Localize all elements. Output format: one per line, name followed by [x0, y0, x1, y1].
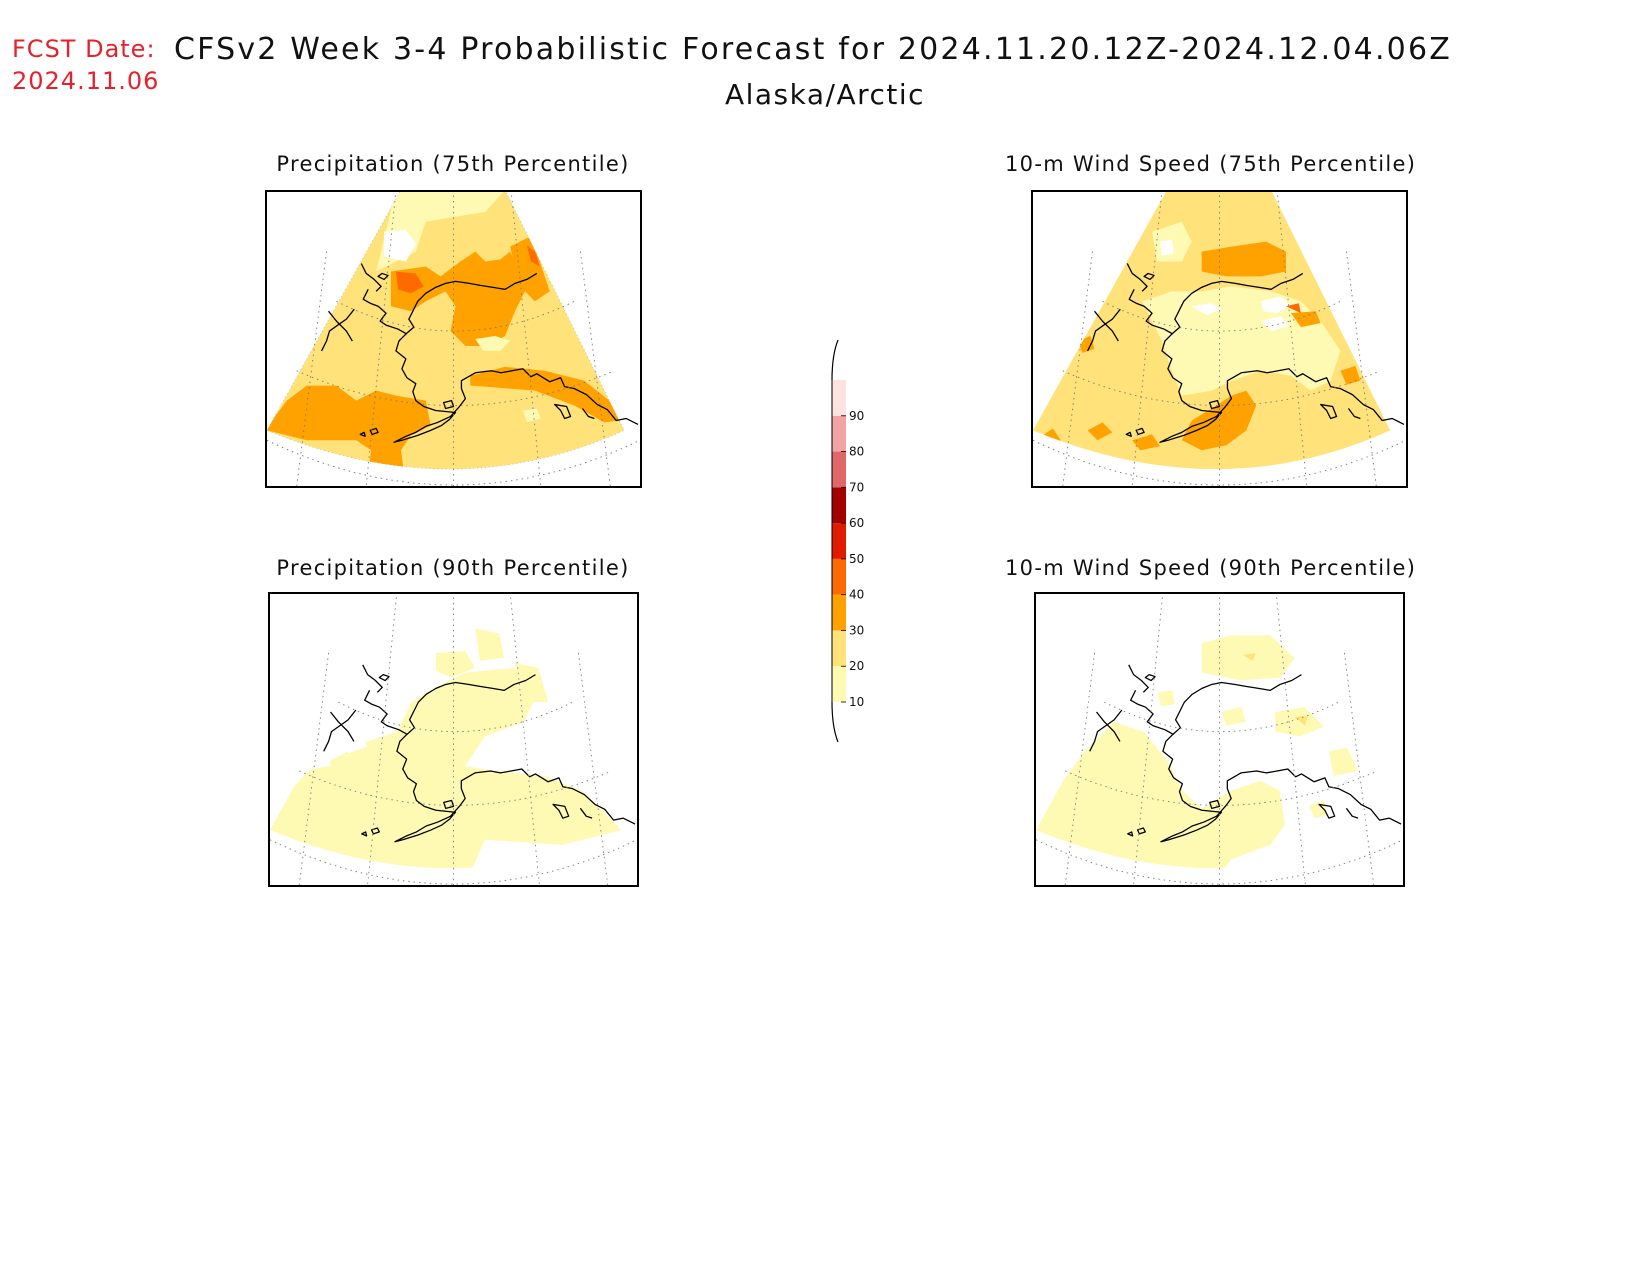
- colorbar-top-taper: [831, 339, 839, 381]
- colorbar-label-50: 50: [849, 552, 864, 566]
- fcst-date-label: FCST Date:: [12, 35, 156, 63]
- colorbar-label-80: 80: [849, 445, 864, 459]
- panel-title-wind-75: 10-m Wind Speed (75th Percentile): [1005, 152, 1417, 176]
- colorbar-label-20: 20: [849, 659, 864, 673]
- panel-title-precip-90: Precipitation (90th Percentile): [276, 556, 630, 580]
- colorbar-label-90: 90: [849, 409, 864, 423]
- fcst-date-value: 2024.11.06: [12, 67, 160, 95]
- colorbar-swatch-80: [832, 415, 846, 452]
- map-wind-75: [1031, 190, 1408, 488]
- colorbar-swatch-60: [832, 487, 846, 524]
- region-subtitle: Alaska/Arctic: [724, 78, 926, 111]
- colorbar-swatch-50: [832, 523, 846, 559]
- panel-title-wind-90: 10-m Wind Speed (90th Percentile): [1005, 556, 1417, 580]
- map-precip-75: [265, 190, 642, 488]
- colorbar-label-60: 60: [849, 516, 864, 530]
- colorbar-swatch-20: [832, 630, 846, 667]
- colorbar-swatch-70: [832, 451, 846, 488]
- colorbar-label-30: 30: [849, 623, 864, 637]
- colorbar-legend: 10 20 30 40 50 60 70 80 90: [831, 339, 864, 743]
- page-title: CFSv2 Week 3-4 Probabilistic Forecast fo…: [174, 32, 1453, 67]
- panel-title-precip-75: Precipitation (75th Percentile): [276, 152, 630, 176]
- colorbar-label-70: 70: [849, 480, 864, 494]
- colorbar-swatch-10: [832, 666, 846, 702]
- colorbar-swatch-90: [832, 380, 846, 416]
- map-wind-90: [1034, 592, 1405, 887]
- colorbar-label-10: 10: [849, 695, 864, 709]
- colorbar-bottom-taper: [831, 701, 839, 743]
- map-precip-90: [268, 592, 639, 887]
- colorbar-swatch-40: [832, 558, 846, 595]
- colorbar-label-40: 40: [849, 588, 864, 602]
- colorbar-swatch-30: [832, 594, 846, 631]
